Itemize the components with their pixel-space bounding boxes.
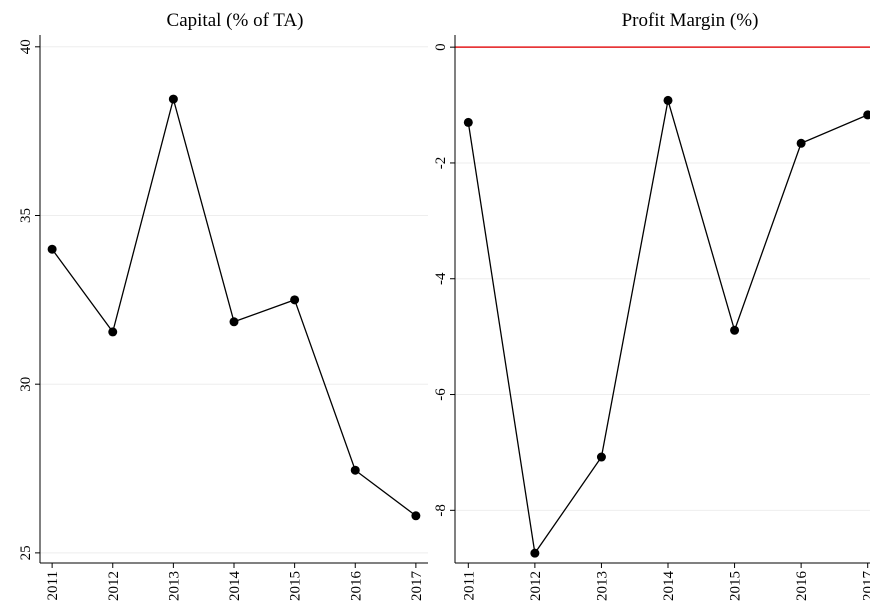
x-tick-label: 2014 bbox=[661, 571, 677, 602]
x-tick-label: 2012 bbox=[528, 571, 544, 601]
marker bbox=[663, 95, 673, 105]
y-tick-label: 40 bbox=[18, 39, 34, 54]
marker bbox=[463, 117, 473, 127]
x-tick-label: 2017 bbox=[861, 571, 870, 602]
marker bbox=[229, 317, 239, 327]
marker bbox=[596, 452, 606, 462]
chart-title: Profit Margin (%) bbox=[622, 10, 759, 31]
marker bbox=[108, 327, 118, 337]
y-tick-label: -2 bbox=[433, 157, 449, 170]
marker bbox=[411, 511, 421, 521]
x-tick-label: 2011 bbox=[461, 571, 477, 600]
y-tick-label: 30 bbox=[18, 377, 34, 392]
x-tick-label: 2014 bbox=[227, 571, 243, 602]
marker bbox=[350, 465, 360, 475]
marker bbox=[730, 325, 740, 335]
line bbox=[467, 100, 868, 555]
y-tick-label: 35 bbox=[18, 208, 34, 223]
marker bbox=[863, 110, 870, 120]
marker bbox=[168, 94, 178, 104]
y-tick-label: -6 bbox=[433, 388, 449, 401]
x-tick-label: 2017 bbox=[409, 571, 425, 602]
marker bbox=[796, 138, 806, 148]
y-tick-label: 0 bbox=[433, 43, 449, 51]
marker bbox=[290, 295, 300, 305]
marker bbox=[530, 548, 540, 558]
x-tick-label: 2015 bbox=[288, 571, 304, 601]
x-tick-label: 2015 bbox=[728, 571, 744, 601]
marker bbox=[47, 244, 57, 254]
x-tick-label: 2012 bbox=[106, 571, 122, 601]
y-tick-label: 25 bbox=[18, 545, 34, 560]
chart-title: Capital (% of TA) bbox=[167, 10, 304, 31]
line bbox=[51, 96, 417, 517]
y-tick-label: -8 bbox=[433, 504, 449, 517]
x-tick-label: 2013 bbox=[166, 571, 182, 601]
x-tick-label: 2016 bbox=[794, 571, 810, 602]
x-tick-label: 2011 bbox=[45, 571, 61, 600]
x-tick-label: 2016 bbox=[348, 571, 364, 602]
y-tick-label: -4 bbox=[433, 272, 449, 285]
x-tick-label: 2013 bbox=[594, 571, 610, 601]
